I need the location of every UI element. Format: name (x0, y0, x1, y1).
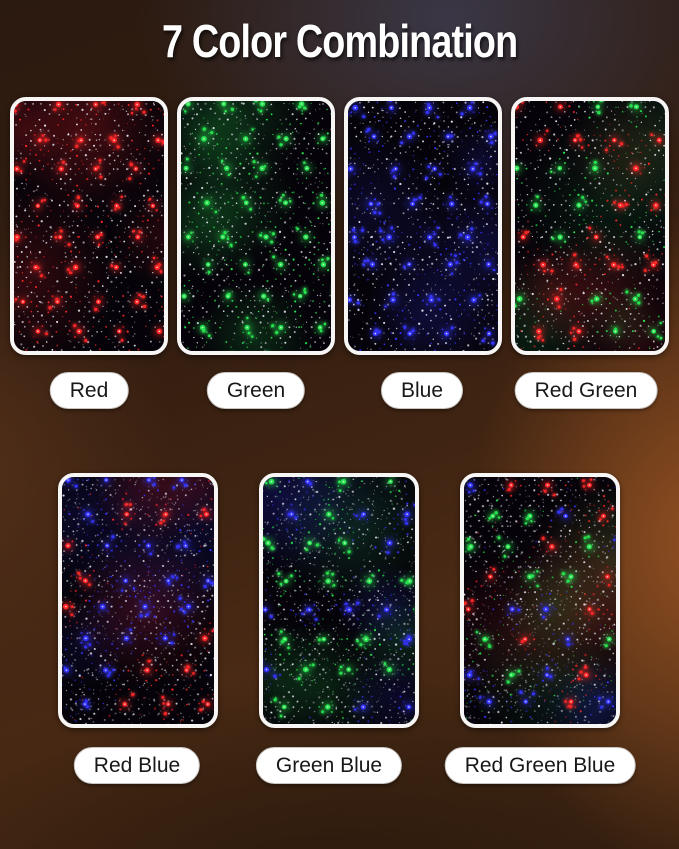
laser-preview-blue-canvas (348, 101, 498, 351)
color-label-red: Red (49, 372, 129, 410)
panel-red-green (511, 97, 669, 355)
page-title-text: 7 Color Combination (161, 15, 518, 67)
color-label-red-blue: Red Blue (73, 747, 201, 785)
color-label-blue: Blue (380, 372, 464, 410)
panel-green-blue (259, 473, 419, 728)
panel-red-blue (58, 473, 218, 728)
panel-red-green-blue (460, 473, 620, 728)
panel-blue (344, 97, 502, 355)
laser-preview-red-canvas (14, 101, 164, 351)
laser-preview-green-canvas (181, 101, 331, 351)
panel-green (177, 97, 335, 355)
laser-preview-green-blue-canvas (263, 477, 415, 724)
color-label-red-green-blue: Red Green Blue (444, 747, 636, 785)
laser-preview-red-green-blue-canvas (464, 477, 616, 724)
laser-preview-red-green-canvas (515, 101, 665, 351)
panel-grid-row-1 (10, 97, 669, 355)
color-label-green-blue: Green Blue (255, 747, 403, 785)
panel-grid-row-2 (58, 473, 620, 728)
laser-preview-red-blue-canvas (62, 477, 214, 724)
panel-red (10, 97, 168, 355)
color-label-red-green: Red Green (514, 372, 658, 410)
color-label-green: Green (206, 372, 306, 410)
page-title: 7 Color Combination (0, 18, 679, 64)
